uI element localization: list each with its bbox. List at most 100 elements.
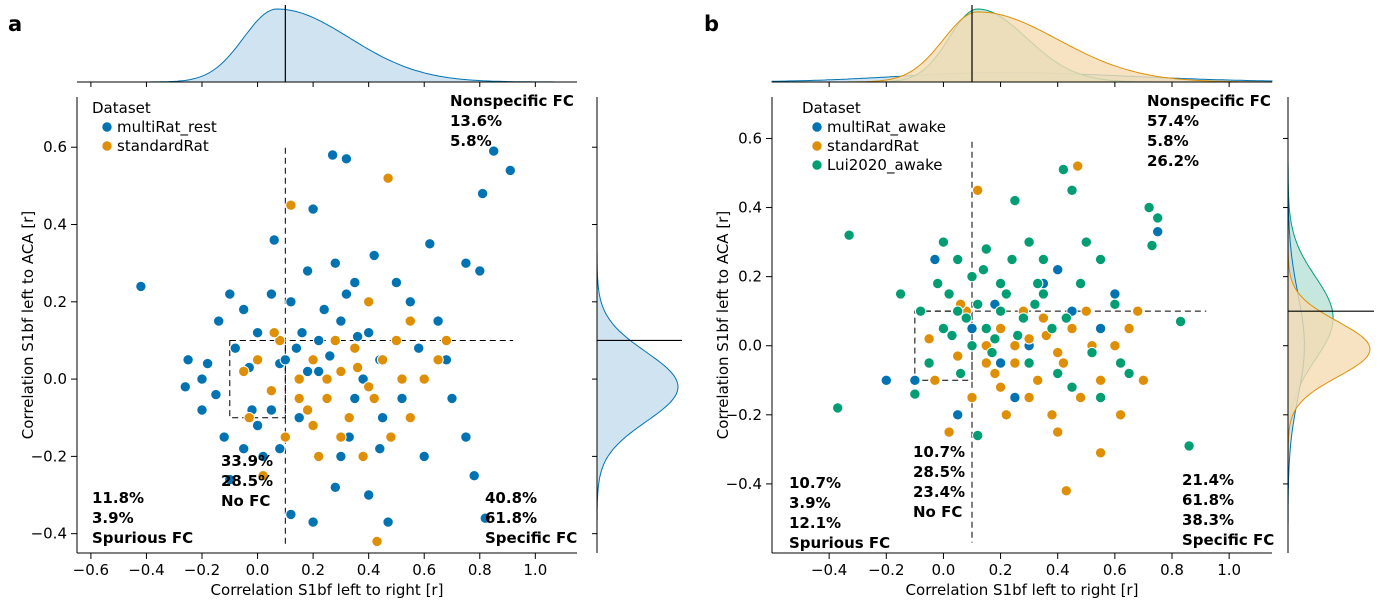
point-Lui2020_awake: [954, 367, 967, 380]
point-Lui2020_awake: [1183, 440, 1195, 452]
point-standardRat: [371, 535, 383, 548]
point-standardRat: [440, 334, 453, 347]
point-standardRat: [1074, 391, 1087, 404]
point-multiRat_rest: [296, 327, 308, 339]
y-tick-label: 0.2: [43, 293, 67, 311]
quadrant-percentage: 28.5%: [913, 463, 965, 481]
point-Lui2020_awake: [937, 322, 950, 335]
point-standardRat: [1094, 374, 1107, 386]
point-multiRat_rest: [301, 265, 314, 277]
point-multiRat_rest: [340, 288, 353, 300]
point-standardRat: [1060, 485, 1073, 497]
point-Lui2020_awake: [994, 305, 1007, 317]
point-standardRat: [966, 391, 978, 404]
point-multiRat_rest: [196, 373, 208, 385]
point-standardRat: [1032, 374, 1044, 386]
point-Lui2020_awake: [1029, 298, 1041, 310]
quadrant-title: Nonspecific FC: [1147, 92, 1271, 110]
point-standardRat: [1046, 409, 1058, 421]
right-marginal: [1287, 97, 1374, 553]
point-multiRat_rest: [257, 450, 269, 463]
point-Lui2020_awake: [1032, 277, 1044, 290]
y-tick-label: −0.2: [31, 447, 67, 465]
point-Lui2020_awake: [1123, 367, 1135, 380]
point-standardRat: [335, 431, 347, 443]
quadrant-percentage: 28.5%: [221, 472, 273, 490]
point-multiRat_rest: [351, 330, 364, 343]
point-standardRat: [251, 354, 264, 366]
point-multiRat_rest: [268, 234, 280, 246]
y-tick-label: 0.0: [738, 337, 762, 355]
y-axis-label: Correlation S1bf left to ACA [r]: [714, 211, 732, 439]
quadrant-percentage: 26.2%: [1147, 152, 1199, 170]
point-multiRat_rest: [460, 257, 472, 269]
y-tick-label: 0.0: [43, 370, 67, 388]
quadrant-percentage: 21.4%: [1182, 471, 1234, 489]
point-multiRat_rest: [404, 296, 416, 308]
point-multiRat_rest: [413, 342, 425, 354]
point-standardRat: [243, 412, 255, 424]
point-Lui2020_awake: [986, 346, 998, 359]
point-standardRat: [313, 450, 325, 463]
quadrant-title: Nonspecific FC: [450, 92, 574, 110]
point-standardRat: [1023, 333, 1035, 345]
quadrant-title: No FC: [221, 492, 270, 510]
point-standardRat: [1052, 346, 1064, 359]
point-multiRat_rest: [179, 381, 192, 393]
point-Lui2020_awake: [1000, 288, 1012, 300]
point-multiRat_rest: [301, 365, 314, 378]
point-multiRat_rest: [224, 473, 236, 486]
point-multiRat_rest: [290, 342, 303, 354]
point-standardRat: [994, 381, 1007, 393]
point-multiRat_rest: [224, 288, 236, 300]
point-standardRat: [1137, 374, 1150, 386]
top-marginal: [77, 5, 577, 83]
point-Lui2020_awake: [1094, 253, 1107, 266]
quadrant-percentage: 57.4%: [1147, 112, 1199, 130]
point-Lui2020_awake: [1037, 253, 1050, 266]
point-multiRat_rest: [210, 388, 222, 401]
quadrant-percentage: 13.6%: [450, 112, 502, 130]
point-multiRat_rest: [324, 350, 336, 362]
quadrant-annotation: Nonspecific FC 13.6% 5.8%: [450, 92, 574, 150]
panel-label: b: [704, 12, 719, 36]
main-axes: −0.4 −0.2 0.0 0.2 0.4 0.6 0.8 1.0 −0.4 −0.2 0.0 0.2…: [714, 82, 1288, 599]
panel-a: a −0.6 −0.4 −0.2 0.0 0.2 0.4 0.6 0.8 1.0 −0.4 −0.2 0…: [8, 5, 682, 599]
quadrant-percentage: 12.1%: [789, 514, 841, 532]
point-standardRat: [972, 184, 984, 197]
y-tick-label: 0.4: [43, 216, 67, 234]
point-multiRat_awake: [880, 374, 892, 386]
point-multiRat_rest: [251, 327, 264, 339]
point-multiRat_rest: [390, 276, 403, 289]
point-standardRat: [404, 315, 416, 327]
x-tick-label: 0.2: [989, 561, 1013, 579]
point-standardRat: [329, 334, 341, 347]
point-Lui2020_awake: [832, 402, 844, 414]
y-tick-label: 0.4: [738, 199, 762, 217]
point-Lui2020_awake: [1086, 346, 1098, 359]
point-multiRat_rest: [335, 315, 347, 327]
point-Lui2020_awake: [1037, 288, 1050, 300]
point-standardRat: [349, 342, 361, 354]
point-standardRat: [307, 354, 319, 366]
point-multiRat_rest: [285, 508, 297, 521]
series-standardRat: [238, 172, 453, 548]
quadrant-percentage: 40.8%: [485, 489, 537, 507]
point-Lui2020_awake: [1006, 253, 1018, 266]
point-multiRat_rest: [460, 431, 472, 443]
point-multiRat_rest: [265, 404, 278, 416]
point-standardRat: [257, 470, 269, 482]
legend-label-multiRat_awake: multiRat_awake: [827, 118, 946, 137]
legend-marker-standardRat: [811, 140, 823, 152]
point-standardRat: [1080, 305, 1093, 317]
point-Lui2020_awake: [1094, 391, 1107, 404]
point-standardRat: [335, 365, 347, 378]
point-multiRat_rest: [476, 187, 489, 200]
point-Lui2020_awake: [894, 288, 907, 300]
point-multiRat_rest: [363, 327, 375, 339]
point-multiRat_rest: [238, 303, 250, 316]
x-tick-label: −0.4: [128, 561, 164, 579]
point-Lui2020_awake: [1109, 298, 1121, 310]
point-multiRat_awake: [909, 374, 921, 386]
point-standardRat: [1109, 340, 1121, 352]
